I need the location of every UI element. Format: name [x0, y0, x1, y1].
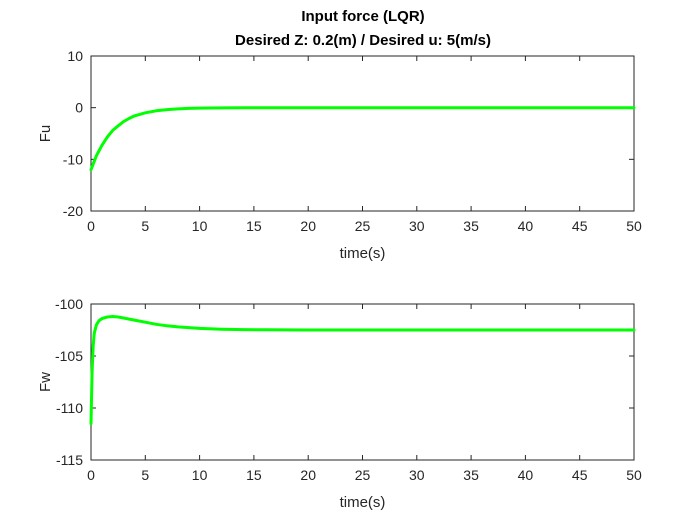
series-line-fw [89, 315, 636, 426]
y-tick-label: 10 [67, 48, 83, 64]
plot-area-fu [90, 55, 635, 212]
figure-title: Input force (LQR) [301, 8, 424, 25]
x-tick-label: 45 [572, 467, 588, 483]
x-tick-label: 0 [87, 218, 95, 234]
axes-top-fu: 0 5 10 15 20 25 30 35 40 45 50 -20 -10 0 10 time(s) Fu [37, 48, 642, 262]
x-tick-label: 25 [355, 218, 371, 234]
y-tick-label: -105 [55, 348, 83, 364]
x-tick-label: 35 [463, 218, 479, 234]
y-axis-label: Fu [37, 125, 54, 143]
x-tick-label: 40 [518, 218, 534, 234]
series-line-fu [89, 106, 636, 172]
figure-subtitle: Desired Z: 0.2(m) / Desired u: 5(m/s) [235, 32, 491, 49]
x-axis-label: time(s) [340, 494, 386, 511]
x-tick-label: 30 [409, 467, 425, 483]
y-tick-label: -100 [55, 296, 83, 312]
x-tick-label: 15 [246, 467, 262, 483]
y-axis-label: Fw [37, 372, 54, 392]
x-tick-label: 40 [518, 467, 534, 483]
axes-bottom-fw: 0 5 10 15 20 25 30 35 40 45 50 -115 -110 -105 -100 time… [37, 296, 642, 511]
x-tick-label: 5 [141, 467, 149, 483]
x-tick-label: 45 [572, 218, 588, 234]
x-tick-label: 25 [355, 467, 371, 483]
x-tick-label: 20 [300, 218, 316, 234]
y-tick-label: -20 [63, 203, 83, 219]
x-tick-label: 10 [192, 467, 208, 483]
x-tick-label: 10 [192, 218, 208, 234]
x-tick-label: 15 [246, 218, 262, 234]
x-tick-label: 50 [626, 467, 642, 483]
y-tick-label: -110 [56, 400, 83, 416]
x-tick-label: 35 [463, 467, 479, 483]
x-tick-label: 5 [141, 218, 149, 234]
x-tick-label: 30 [409, 218, 425, 234]
y-tick-label: 0 [75, 100, 83, 116]
x-tick-label: 50 [626, 218, 642, 234]
y-tick-label: -115 [56, 452, 83, 468]
y-tick-label: -10 [63, 151, 83, 167]
x-tick-label: 0 [87, 467, 95, 483]
x-tick-label: 20 [300, 467, 316, 483]
x-axis-label: time(s) [340, 245, 386, 262]
